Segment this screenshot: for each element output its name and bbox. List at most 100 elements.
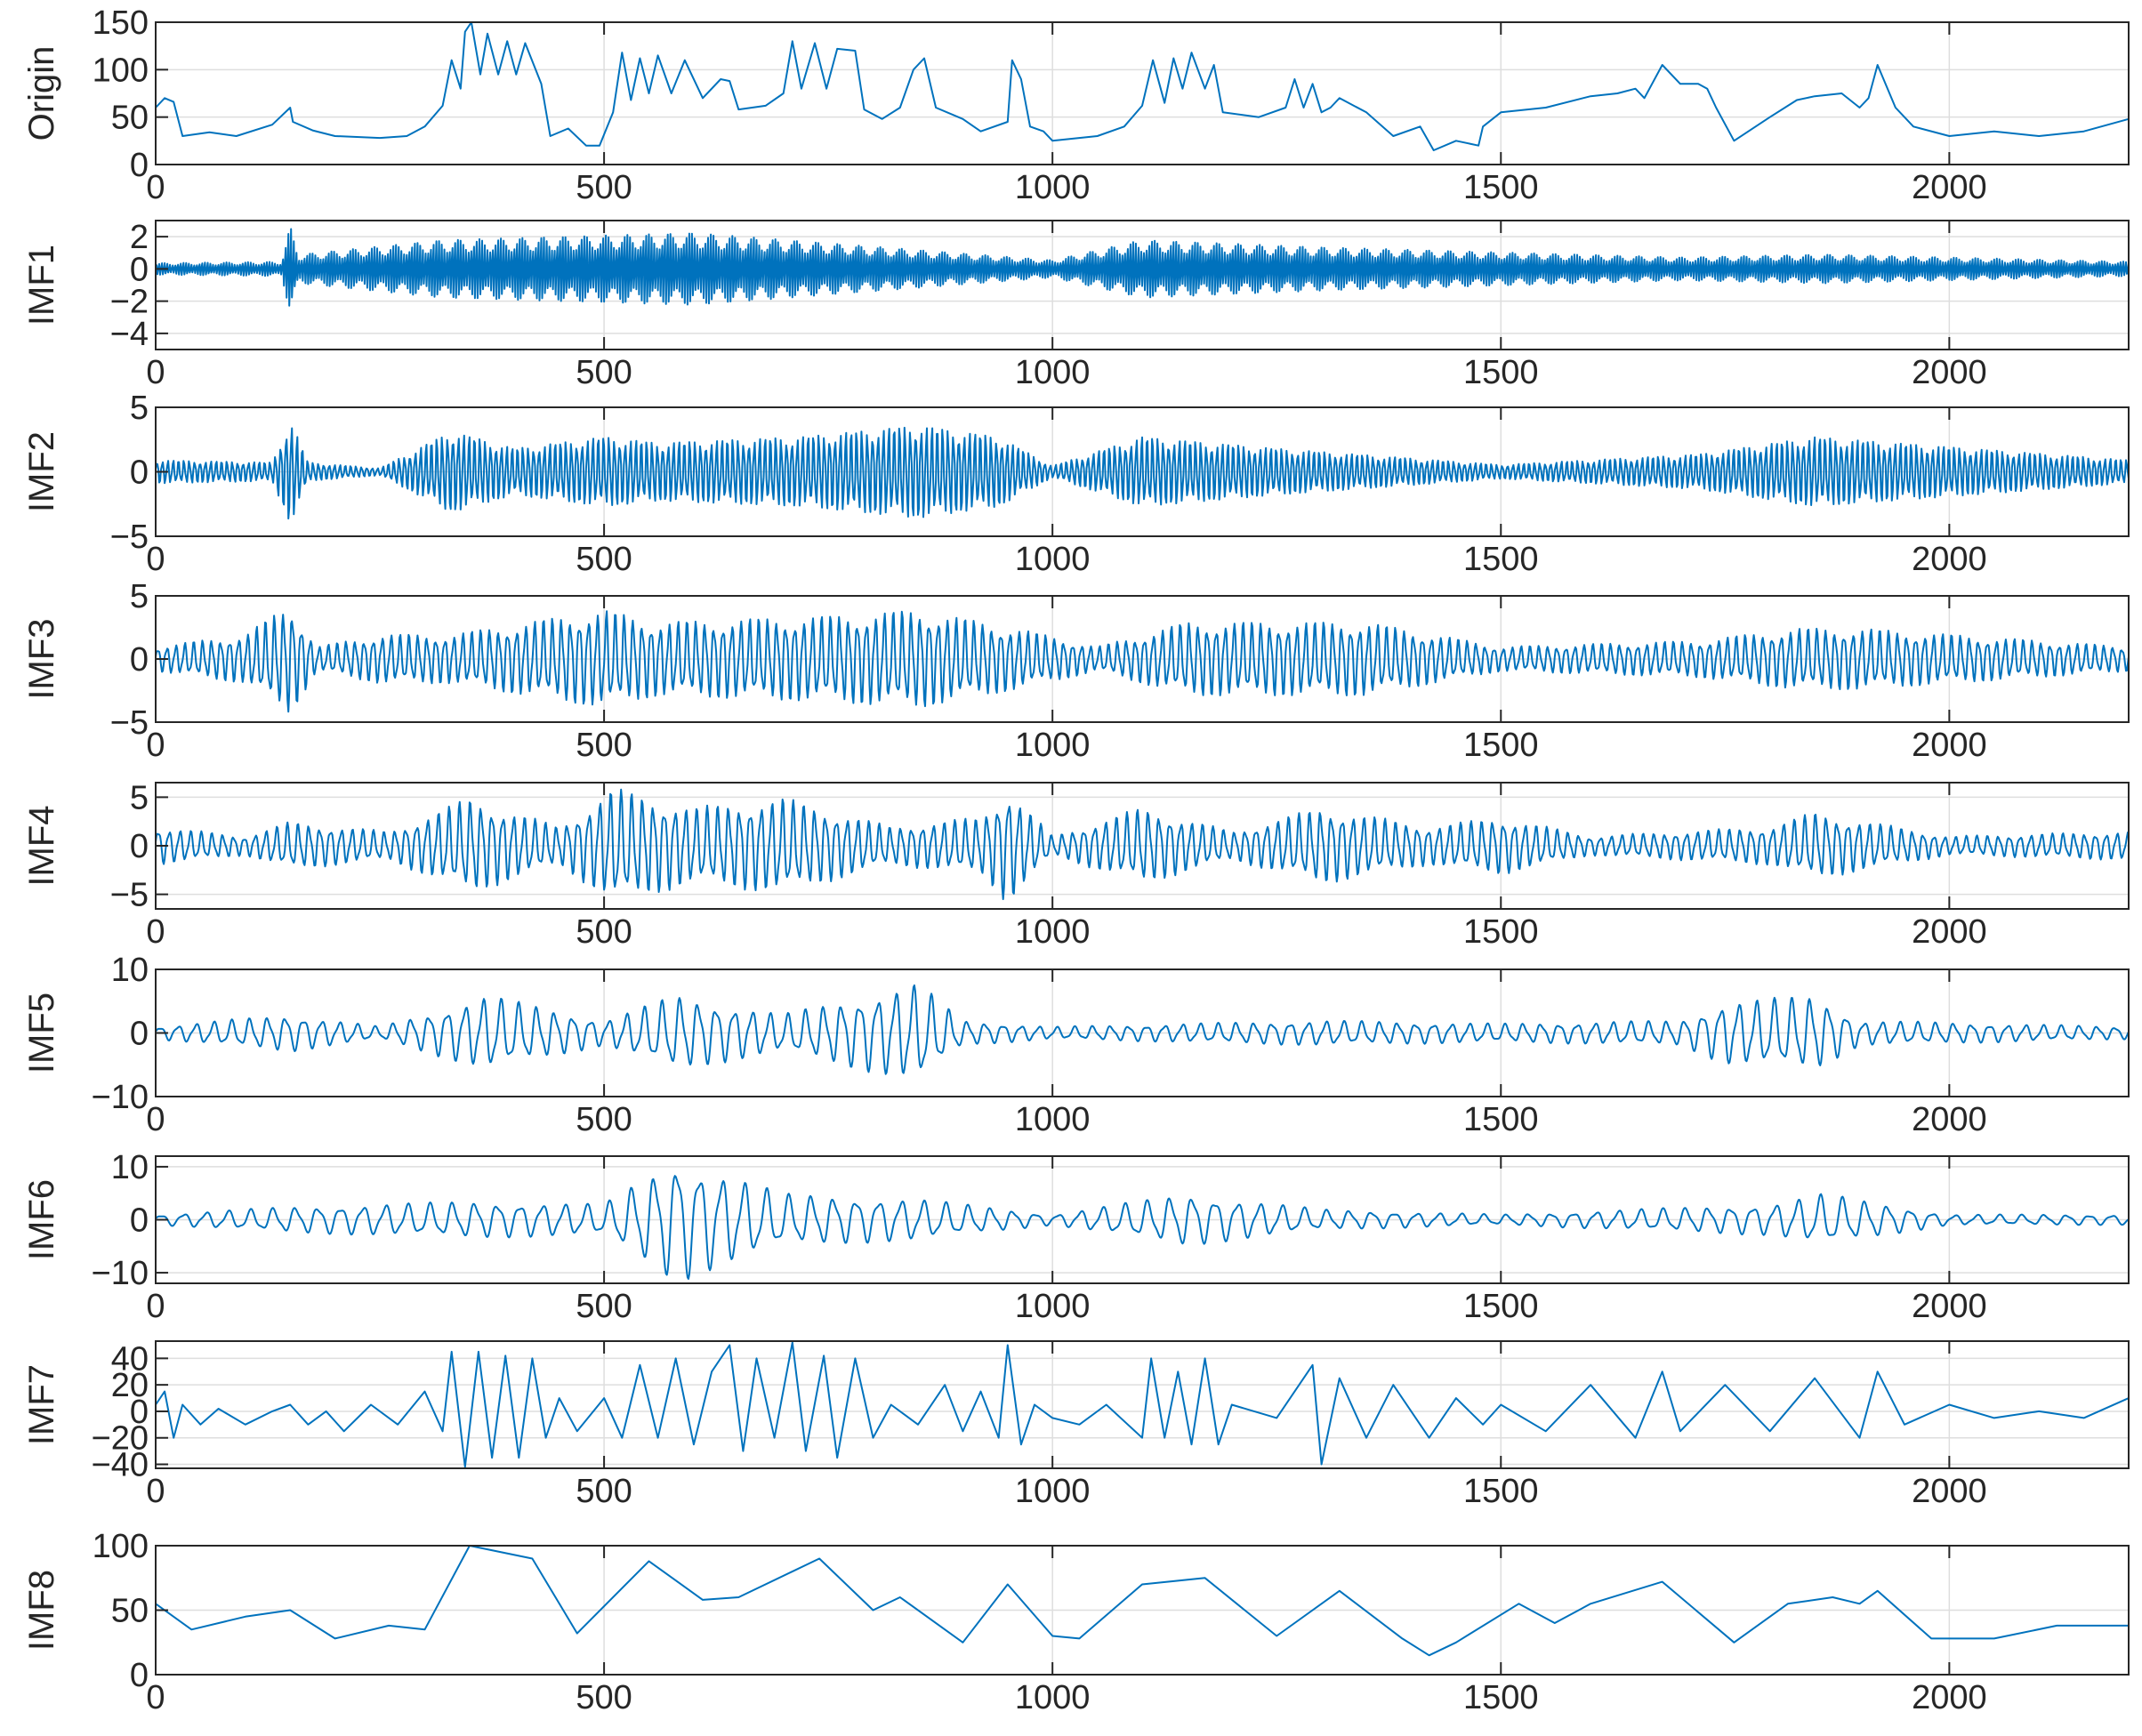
x-tick-label: 0 (146, 1101, 165, 1138)
series-line-imf1 (155, 228, 2130, 307)
x-tick-label: 1000 (1015, 913, 1091, 951)
x-tick-label: 500 (576, 1101, 632, 1138)
x-tick-label: 1500 (1463, 1288, 1539, 1325)
x-tick-label: 1500 (1463, 354, 1539, 391)
x-tick-label: 1000 (1015, 1101, 1091, 1138)
x-tick-label: 0 (146, 541, 165, 578)
x-tick-label: 0 (146, 1679, 165, 1716)
y-tick-label: 40 (111, 1340, 149, 1378)
y-tick-label: −5 (110, 704, 149, 742)
series-line-imf4 (155, 788, 2130, 901)
x-tick-label: 1000 (1015, 354, 1091, 391)
y-tick-label: 0 (130, 641, 149, 679)
x-tick-label: 1000 (1015, 541, 1091, 578)
x-tick-label: 1500 (1463, 541, 1539, 578)
x-tick-label: 500 (576, 727, 632, 764)
series-line-imf7 (155, 1341, 2130, 1468)
y-tick-label: −10 (92, 1255, 149, 1292)
x-tick-label: 1500 (1463, 727, 1539, 764)
x-tick-label: 1500 (1463, 913, 1539, 951)
y-tick-label: 20 (111, 1367, 149, 1404)
x-tick-label: 1000 (1015, 1288, 1091, 1325)
y-axis-label: IMF2 (22, 431, 61, 512)
x-tick-label: 0 (146, 169, 165, 206)
y-tick-label: 0 (130, 828, 149, 865)
x-tick-label: 1500 (1463, 1473, 1539, 1510)
y-tick-label: −4 (110, 316, 149, 353)
y-axis-label: IMF6 (22, 1179, 61, 1260)
y-tick-label: 5 (130, 390, 149, 427)
y-axis-label: IMF8 (22, 1570, 61, 1651)
axes-box (155, 1340, 2130, 1469)
panel-imf8: 0 500 1000 1500 2000 0 50 100 IMF8 (22, 1528, 2130, 1716)
x-tick-label: 500 (576, 541, 632, 578)
x-tick-label: 1000 (1015, 1473, 1091, 1510)
x-tick-label: 1000 (1015, 169, 1091, 206)
x-tick-label: 2000 (1912, 169, 1987, 206)
axes-box (155, 220, 2130, 350)
y-tick-label: 0 (130, 454, 149, 492)
y-axis-label: IMF3 (22, 618, 61, 699)
x-tick-label: 1000 (1015, 727, 1091, 764)
x-tick-label: 2000 (1912, 727, 1987, 764)
y-tick-label: 0 (130, 1657, 149, 1694)
y-axis-label: Origin (22, 46, 61, 141)
x-tick-label: 500 (576, 913, 632, 951)
x-tick-label: 0 (146, 354, 165, 391)
x-tick-label: 500 (576, 1288, 632, 1325)
panel-origin: 0 500 1000 1500 2000 0 50 100 150 Origin (22, 4, 2130, 206)
x-tick-label: 1500 (1463, 1101, 1539, 1138)
x-tick-label: 2000 (1912, 1679, 1987, 1716)
x-tick-label: 0 (146, 913, 165, 951)
x-tick-label: 1000 (1015, 1679, 1091, 1716)
x-tick-label: 2000 (1912, 1473, 1987, 1510)
x-tick-label: 1500 (1463, 169, 1539, 206)
y-tick-label: 5 (130, 578, 149, 615)
y-tick-label: 5 (130, 779, 149, 816)
y-tick-label: 0 (130, 1202, 149, 1240)
y-tick-label: −5 (110, 518, 149, 556)
series-line-imf5 (155, 984, 2130, 1075)
y-tick-label: 0 (130, 1394, 149, 1431)
y-tick-label: −10 (92, 1079, 149, 1116)
y-tick-label: −20 (92, 1420, 149, 1458)
axes-box (155, 21, 2130, 165)
x-tick-label: 2000 (1912, 1288, 1987, 1325)
y-tick-label: 150 (93, 4, 149, 42)
x-tick-label: 0 (146, 727, 165, 764)
x-tick-label: 2000 (1912, 354, 1987, 391)
y-axis-label: IMF5 (22, 993, 61, 1073)
x-tick-label: 2000 (1912, 1101, 1987, 1138)
x-tick-label: 0 (146, 1288, 165, 1325)
y-tick-label: −5 (110, 877, 149, 914)
x-tick-label: 500 (576, 354, 632, 391)
y-axis-label: IMF7 (22, 1364, 61, 1445)
y-tick-label: −2 (110, 284, 149, 321)
y-axis-label: IMF1 (22, 245, 61, 326)
y-tick-label: 100 (93, 1528, 149, 1565)
y-tick-label: 100 (93, 52, 149, 89)
y-tick-label: 0 (130, 1016, 149, 1053)
y-tick-label: 2 (130, 219, 149, 256)
series-line-imf6 (155, 1175, 2130, 1280)
x-tick-label: 500 (576, 1473, 632, 1510)
x-tick-label: 500 (576, 169, 632, 206)
x-tick-label: 0 (146, 1473, 165, 1510)
y-tick-label: 10 (111, 952, 149, 989)
series-line-imf2 (155, 426, 2130, 520)
x-tick-label: 500 (576, 1679, 632, 1716)
y-tick-label: 0 (130, 147, 149, 184)
y-tick-label: 50 (111, 100, 149, 137)
series-line-imf8 (155, 1545, 2129, 1657)
x-tick-label: 2000 (1912, 913, 1987, 951)
y-tick-label: 0 (130, 251, 149, 288)
x-tick-label: 2000 (1912, 541, 1987, 578)
series-line-origin (155, 21, 2130, 151)
